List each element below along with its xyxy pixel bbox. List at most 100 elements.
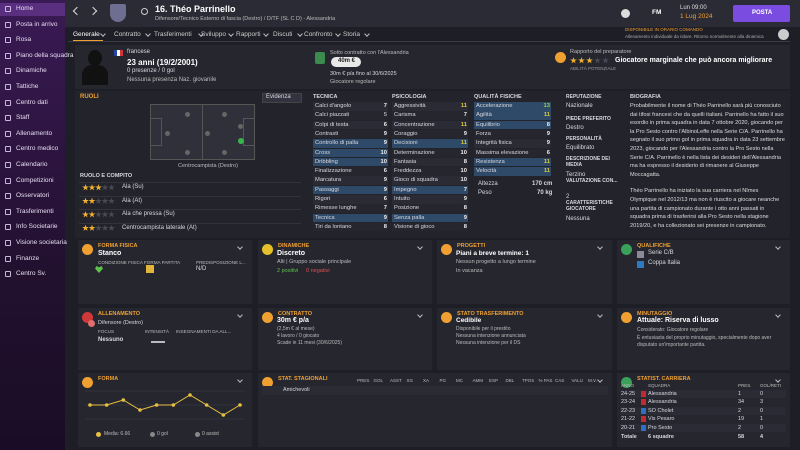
card-title[interactable]: STATO TRASFERIMENTO <box>457 311 524 317</box>
chevron[interactable] <box>144 31 151 37</box>
sidebar-item[interactable]: Finanze <box>16 254 40 262</box>
attr-name: Coraggio <box>394 130 418 137</box>
competition-badge <box>637 261 644 268</box>
posta-label[interactable]: POSTA <box>752 10 773 16</box>
attr-name: Determinazione <box>394 149 435 156</box>
role-name[interactable]: Ala che pressa (Su) <box>122 211 175 217</box>
playing-time-text: È entusiasta del proprio minutaggio, spe… <box>637 335 772 348</box>
sidebar-item[interactable]: Home <box>16 5 34 12</box>
sidebar-icon <box>5 271 11 278</box>
role-name[interactable]: Ala (At) <box>122 197 143 204</box>
posta-button[interactable] <box>733 5 790 22</box>
tab[interactable]: Rapporti <box>236 31 261 38</box>
sidebar-item[interactable]: Competizioni <box>16 176 54 184</box>
card-title[interactable]: PROGETTI <box>457 243 486 249</box>
card-title[interactable]: FORMA <box>98 376 119 382</box>
sidebar-item[interactable]: Posta in arrivo <box>16 20 58 28</box>
role-name[interactable]: Centrocampista laterale (At) <box>122 224 197 231</box>
help-icon[interactable] <box>621 9 630 18</box>
attr-name: Concentrazione <box>394 121 435 128</box>
attr-name: Tiri da lontano <box>315 223 352 230</box>
bio-text: Probabilmente il nome di Théo Parrinello… <box>630 102 786 236</box>
career-cell: SO Cholet <box>648 407 674 414</box>
club-badge-small <box>641 399 646 406</box>
fm-logo[interactable]: FM <box>652 9 662 16</box>
chevron[interactable] <box>228 31 235 37</box>
contract-label: Sotto contratto con l'Alessandria <box>330 50 409 56</box>
card <box>617 240 790 304</box>
sidebar-item[interactable]: Piano della squadra <box>16 51 74 59</box>
sidebar-item[interactable]: Staff <box>16 114 30 122</box>
chevron[interactable] <box>297 31 303 37</box>
tab[interactable]: Contratto <box>114 31 141 38</box>
role-row[interactable] <box>79 209 301 221</box>
pitch-box-l <box>150 118 162 146</box>
plans-value: Piani a breve termine: 1 <box>456 250 529 257</box>
dropdown[interactable] <box>262 93 302 103</box>
sidebar-item[interactable]: Osservatori <box>16 192 50 200</box>
career-cell: 34 <box>738 399 745 406</box>
attr-name: Intuito <box>394 196 410 202</box>
attr-name: Gioco di squadra <box>394 177 438 184</box>
attr-value: 8 <box>463 205 467 212</box>
chevron[interactable] <box>334 31 341 37</box>
attr-value: 9 <box>546 130 550 137</box>
attr-value: 6 <box>383 196 387 202</box>
dropdown-label[interactable]: Evidenza <box>266 94 291 100</box>
card-icon <box>82 377 93 388</box>
appearances: 0 presenze / 0 gol <box>127 68 175 74</box>
sidebar-item[interactable]: Allenamento <box>16 129 53 137</box>
card-title[interactable]: STAT. STAGIONALI <box>278 376 328 382</box>
tab[interactable]: Trasferimenti <box>154 31 192 38</box>
legend-dot <box>150 432 155 437</box>
tab[interactable]: Confronto <box>304 31 333 38</box>
search-icon[interactable] <box>141 8 148 15</box>
pitch-dot <box>222 112 227 117</box>
tab[interactable]: Storia <box>343 31 360 38</box>
card-title[interactable]: DINAMICHE <box>278 243 310 249</box>
sidebar-item[interactable]: Dinamiche <box>16 67 47 75</box>
role-row[interactable] <box>79 182 301 194</box>
fitness-label: CONDIZIONE FISICA <box>98 260 143 265</box>
attr-value: 10 <box>460 149 467 156</box>
role-row[interactable] <box>79 222 301 235</box>
role-name[interactable]: Ala (Su) <box>122 184 144 190</box>
card-title[interactable]: MINUTAGGIO <box>637 311 673 317</box>
card-icon <box>441 244 452 255</box>
chevron[interactable] <box>363 31 370 37</box>
info-value: Terzino <box>566 172 586 178</box>
career-cell: 2 <box>738 407 742 414</box>
card-title[interactable]: QUALIFICHE <box>637 243 671 249</box>
tab[interactable]: Sviluppo <box>201 31 226 38</box>
card-title[interactable]: ALLENAMENTO <box>98 311 141 317</box>
sidebar-item[interactable]: Centro dati <box>16 98 48 106</box>
sidebar-item[interactable]: Centro Sv. <box>16 270 47 278</box>
tab[interactable]: Generale <box>73 31 100 38</box>
sidebar-item[interactable]: Calendario <box>16 161 48 168</box>
sidebar-item[interactable]: Trasferimenti <box>16 207 54 215</box>
attr-value: 7 <box>383 103 387 109</box>
card-title[interactable]: STATIST. CARRIERA <box>637 376 691 382</box>
star <box>570 57 577 64</box>
sidebar-item[interactable]: Centro medico <box>16 145 59 153</box>
card-title[interactable]: FORMA FISICA <box>98 243 138 249</box>
tab[interactable]: Discuti <box>273 31 293 38</box>
attr-name: Marcatura <box>315 177 342 184</box>
career-cell: Vis Pesaro <box>648 416 675 423</box>
role-row[interactable] <box>79 195 301 208</box>
sidebar-item[interactable]: Info Societarie <box>16 223 58 231</box>
card-title[interactable]: CONTRATTO <box>278 311 313 317</box>
chevron[interactable] <box>263 31 270 37</box>
career-header: ANNO <box>621 383 635 388</box>
star <box>88 184 96 191</box>
attr-name: Tecnica <box>315 214 335 221</box>
attr-name: Colpi di testa <box>315 121 349 128</box>
dynamics-group: Alti | Gruppo sociale principale <box>277 259 352 265</box>
sidebar-item[interactable]: Rosa <box>16 36 32 44</box>
roles-title: RUOLI <box>80 94 99 100</box>
pitch-dot <box>185 112 190 117</box>
sidebar-item[interactable]: Tattiche <box>16 83 39 90</box>
sidebar-item[interactable]: Visione societaria <box>16 239 67 246</box>
chevron[interactable] <box>100 31 107 37</box>
